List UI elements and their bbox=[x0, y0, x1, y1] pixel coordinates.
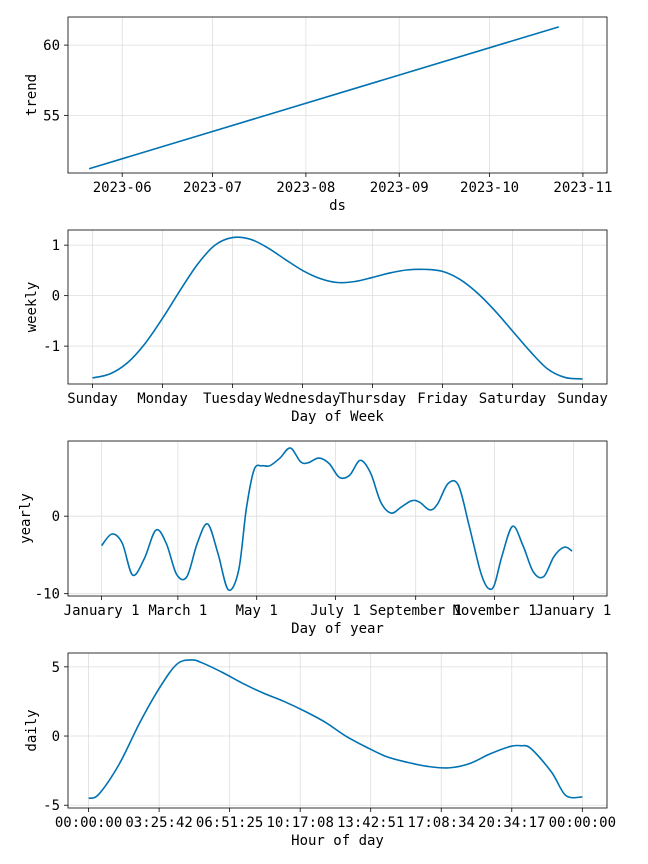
x-tick-label: 2023-08 bbox=[276, 180, 335, 196]
x-tick-label: 06:51:25 bbox=[196, 815, 263, 831]
y-tick-label: 0 bbox=[52, 729, 60, 745]
x-tick-label: Sunday bbox=[557, 391, 608, 407]
x-tick-label: 20:34:17 bbox=[478, 815, 545, 831]
x-tick-label: Tuesday bbox=[203, 391, 262, 407]
x-tick-label: Friday bbox=[417, 391, 468, 407]
x-tick-label: July 1 bbox=[310, 603, 361, 619]
y-axis-label: daily bbox=[24, 709, 40, 751]
x-tick-label: 00:00:00 bbox=[549, 815, 616, 831]
x-tick-label: September 1 bbox=[369, 603, 462, 619]
plot-frame bbox=[67, 16, 608, 174]
y-tick-label: 60 bbox=[43, 38, 60, 54]
x-axis-label: ds bbox=[329, 198, 346, 214]
plot-frame bbox=[67, 440, 608, 597]
x-tick-label: 13:42:51 bbox=[337, 815, 404, 831]
y-tick-label: 0 bbox=[52, 289, 60, 305]
x-tick-label: January 1 bbox=[535, 603, 611, 619]
x-tick-label: 2023-06 bbox=[93, 180, 152, 196]
y-tick-label: -10 bbox=[35, 587, 60, 603]
x-axis-label: Day of Week bbox=[291, 409, 384, 425]
x-axis-label: Day of year bbox=[291, 621, 384, 637]
x-tick-label: 2023-10 bbox=[460, 180, 519, 196]
x-tick-label: Thursday bbox=[339, 391, 406, 407]
weekly-series-line bbox=[92, 236, 583, 380]
panel-yearly: January 1 March 1 May 1 July 1 September 1No… bbox=[18, 440, 611, 637]
x-tick-label: Sunday bbox=[67, 391, 118, 407]
panel-trend: 2023-06 2023-07 2023-08 2023-09 2023-10 2023-… bbox=[24, 16, 612, 214]
x-tick-label: Monday bbox=[137, 391, 188, 407]
plot-frame bbox=[67, 652, 608, 809]
x-tick-label: March 1 bbox=[148, 603, 207, 619]
x-axis-label: Hour of day bbox=[291, 833, 384, 849]
x-tick-label: 2023-11 bbox=[553, 180, 612, 196]
panel-daily: 00:00:00 03:25:42 06:51:25 10:17:08 13:42:51… bbox=[24, 652, 616, 849]
x-tick-label: 00:00:00 bbox=[55, 815, 122, 831]
x-tick-label: May 1 bbox=[236, 603, 278, 619]
y-axis-label: trend bbox=[24, 74, 40, 116]
y-axis-label: weekly bbox=[24, 282, 40, 333]
y-tick-label: 55 bbox=[43, 108, 60, 124]
plot-frame bbox=[67, 229, 608, 385]
x-tick-label: January 1 bbox=[64, 603, 140, 619]
x-tick-label: 2023-09 bbox=[370, 180, 429, 196]
x-tick-label: 10:17:08 bbox=[266, 815, 333, 831]
trend-series-line bbox=[88, 26, 560, 170]
y-tick-label: -5 bbox=[43, 798, 60, 814]
x-tick-label: 2023-07 bbox=[183, 180, 242, 196]
y-tick-label: 5 bbox=[52, 660, 60, 676]
daily-series-line bbox=[88, 659, 583, 800]
y-tick-label: -1 bbox=[43, 339, 60, 355]
x-tick-label: Saturday bbox=[479, 391, 546, 407]
yearly-series-line bbox=[100, 447, 573, 592]
x-tick-label: Wednesday bbox=[265, 391, 341, 407]
y-axis-label: yearly bbox=[18, 493, 34, 544]
x-tick-label: 17:08:34 bbox=[408, 815, 475, 831]
y-tick-label: 1 bbox=[52, 238, 60, 254]
x-tick-label: 03:25:42 bbox=[125, 815, 192, 831]
x-tick-label: November 1 bbox=[452, 603, 536, 619]
y-tick-label: 0 bbox=[52, 509, 60, 525]
